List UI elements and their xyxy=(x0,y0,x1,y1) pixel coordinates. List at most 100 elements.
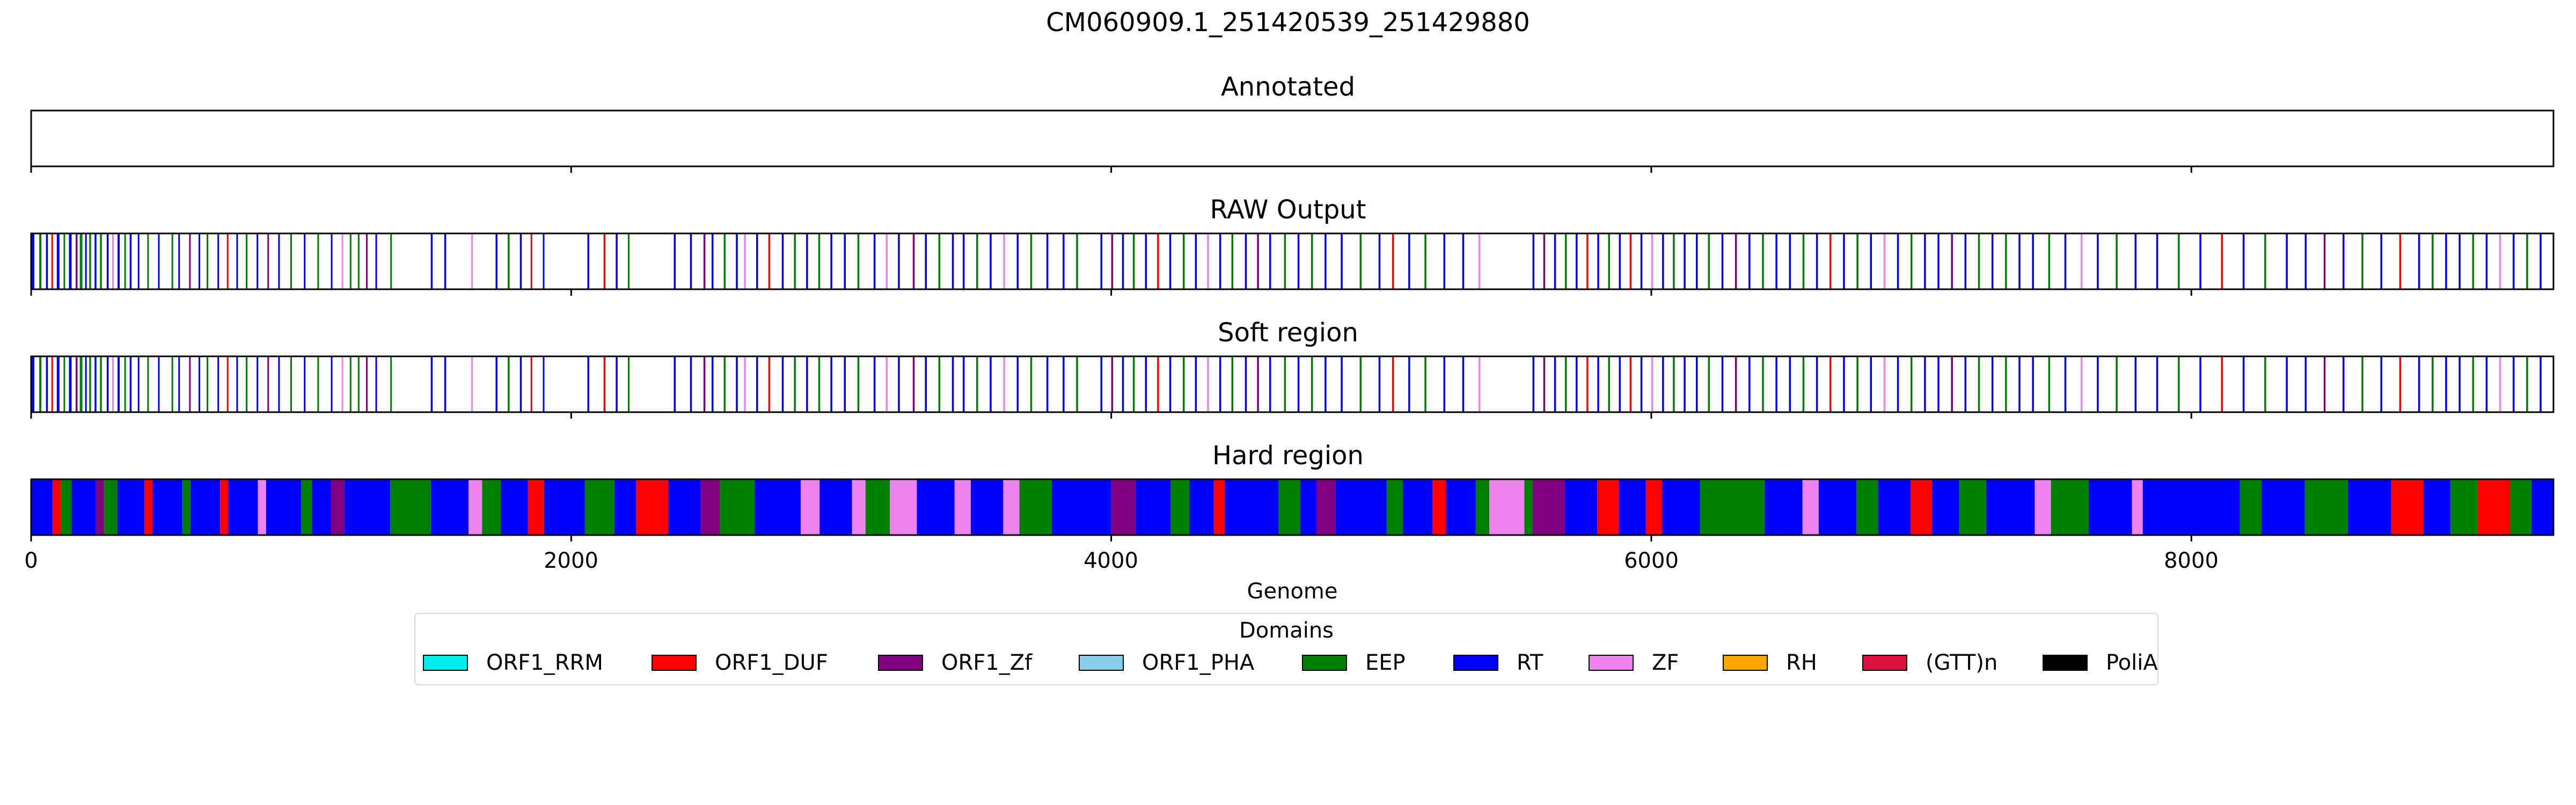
panel-frame-hard-region xyxy=(30,478,2555,536)
domain-segment xyxy=(925,356,927,412)
domain-segment xyxy=(2178,356,2180,412)
domain-segment xyxy=(2391,479,2424,535)
domain-segment xyxy=(1386,479,1403,535)
domain-segment xyxy=(1245,233,1247,289)
domain-segment xyxy=(2240,479,2262,535)
domain-segment xyxy=(744,356,746,412)
legend-label: RT xyxy=(1517,650,1543,675)
panel-title-hard-region: Hard region xyxy=(1212,441,1364,471)
domain-segment xyxy=(1708,356,1710,412)
domain-segment xyxy=(124,356,126,412)
legend-swatch xyxy=(1302,655,1347,671)
domain-segment xyxy=(873,233,876,289)
domain-segment xyxy=(1937,356,1940,412)
domain-segment xyxy=(2380,356,2382,412)
domain-segment xyxy=(2178,233,2180,289)
domain-segment xyxy=(69,356,72,412)
domain-segment xyxy=(1951,356,1953,412)
legend-label: ZF xyxy=(1652,650,1679,675)
domain-segment xyxy=(2499,233,2501,289)
domain-segment xyxy=(1443,233,1446,289)
domain-segment xyxy=(304,233,306,289)
domain-segment xyxy=(31,233,35,289)
domain-segment xyxy=(806,356,808,412)
panel-frame-raw-output xyxy=(30,232,2555,290)
panel-hard-region: Hard region xyxy=(30,441,2555,541)
domain-segment xyxy=(137,356,140,412)
domain-segment xyxy=(1297,356,1300,412)
domain-segment xyxy=(106,356,109,412)
domain-segment xyxy=(1169,356,1172,412)
domain-segment xyxy=(917,479,955,535)
domain-segment xyxy=(819,479,852,535)
x-axis-label: Genome xyxy=(1247,579,1337,604)
domain-segment xyxy=(365,233,368,289)
domain-segment xyxy=(1297,233,1300,289)
domain-segment xyxy=(2531,479,2553,535)
domain-segment xyxy=(1818,479,1857,535)
domain-segment xyxy=(1132,356,1135,412)
domain-segment xyxy=(1721,356,1724,412)
domain-segment xyxy=(246,233,248,289)
domain-segment xyxy=(2432,356,2434,412)
domain-segment xyxy=(954,479,971,535)
domain-segment xyxy=(390,479,431,535)
domain-segment xyxy=(144,479,153,535)
domain-segment xyxy=(844,233,846,289)
domain-segment xyxy=(39,356,42,412)
domain-segment xyxy=(2199,233,2201,289)
domain-segment xyxy=(2080,233,2083,289)
domain-segment xyxy=(1359,356,1362,412)
domain-segment xyxy=(2526,233,2528,289)
domain-segment xyxy=(1789,233,1791,289)
domain-segment xyxy=(304,356,306,412)
domain-segment xyxy=(2018,233,2021,289)
legend-swatch xyxy=(1723,655,1768,671)
domain-segment xyxy=(1619,233,1621,289)
domain-segment xyxy=(1076,356,1078,412)
domain-segment xyxy=(528,479,544,535)
domain-segment xyxy=(1640,356,1643,412)
domain-segment xyxy=(2134,356,2137,412)
domain-segment xyxy=(1189,479,1214,535)
domain-segment xyxy=(1829,233,1832,289)
legend-entries: ORF1_RRM ORF1_DUF ORF1_Zf ORF1_PHA EEP R… xyxy=(415,647,2158,679)
domain-segment xyxy=(1629,356,1632,412)
domain-segment xyxy=(1341,233,1343,289)
domain-segment xyxy=(1816,233,1818,289)
domain-segment xyxy=(2116,356,2118,412)
domain-segment xyxy=(781,233,784,289)
domain-segment xyxy=(768,233,771,289)
domain-segment xyxy=(76,233,78,289)
domain-segment xyxy=(2080,356,2083,412)
domain-segment xyxy=(118,356,120,412)
panel-segments-soft-region xyxy=(31,356,2542,412)
domain-segment xyxy=(794,233,796,289)
domain-segment xyxy=(616,356,618,412)
domain-segment xyxy=(519,356,522,412)
domain-segment xyxy=(1392,356,1394,412)
domain-segment xyxy=(1870,233,1872,289)
domain-segment xyxy=(1182,356,1185,412)
domain-segment xyxy=(158,356,160,412)
domain-segment xyxy=(2242,356,2245,412)
domain-segment xyxy=(301,479,312,535)
domain-segment xyxy=(723,233,726,289)
domain-segment xyxy=(1662,479,1700,535)
domain-segment xyxy=(94,233,97,289)
domain-segment xyxy=(857,356,860,412)
domain-segment xyxy=(723,356,726,412)
domain-segment xyxy=(616,233,618,289)
domain-segment xyxy=(495,233,497,289)
domain-segment xyxy=(1446,479,1476,535)
domain-segment xyxy=(530,233,532,289)
domain-segment xyxy=(700,479,720,535)
domain-segment xyxy=(129,233,132,289)
legend-swatch xyxy=(1862,655,1907,671)
domain-segment xyxy=(1392,233,1394,289)
legend-label: ORF1_Zf xyxy=(941,650,1033,675)
domain-segment xyxy=(587,233,590,289)
domain-segment xyxy=(1554,356,1556,412)
domain-segment xyxy=(1100,356,1103,412)
legend: Domains ORF1_RRM ORF1_DUF ORF1_Zf ORF1_P… xyxy=(414,613,2158,685)
